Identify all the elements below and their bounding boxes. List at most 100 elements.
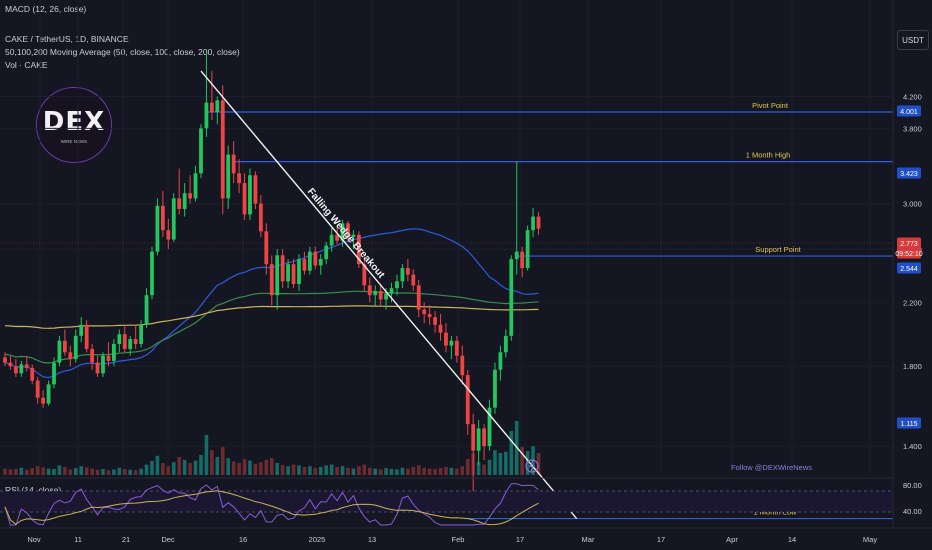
rsi-tick-label: 80.00	[903, 481, 922, 490]
volume-bar	[90, 468, 94, 475]
x-tick-label: Mar	[582, 535, 595, 544]
volume-bar	[101, 469, 105, 475]
volume-bar	[346, 467, 350, 475]
moving-average-label[interactable]: 50,100,200 Moving Average (50, close, 10…	[5, 47, 240, 57]
volume-bar	[318, 467, 323, 475]
price-badge-label: 09:52:10	[895, 251, 922, 258]
currency-button[interactable]: USDT	[897, 30, 929, 50]
x-tick-label: 21	[122, 535, 130, 544]
volume-bar	[411, 467, 416, 475]
rsi-label: RSI (14, close)	[5, 485, 61, 495]
volume-bar	[248, 460, 252, 475]
volume-bar	[536, 453, 541, 475]
x-tick-label: May	[863, 535, 877, 544]
volume-bar	[280, 465, 285, 475]
candle-body	[384, 293, 388, 300]
candle-body	[35, 380, 40, 398]
candle-body	[8, 362, 13, 367]
volume-bar	[460, 466, 465, 475]
candle-body	[444, 332, 448, 346]
candle-body	[275, 255, 280, 296]
candle-body	[367, 285, 372, 296]
volume-bar	[395, 469, 399, 475]
volume-bar	[122, 469, 127, 475]
volume-bar	[329, 464, 334, 475]
volume-bar	[204, 435, 209, 475]
volume-bar	[35, 466, 40, 475]
candle-body	[395, 281, 399, 289]
volume-bar	[422, 467, 426, 475]
volume-bar	[269, 458, 274, 475]
candle-body	[188, 193, 192, 199]
volume-bar	[14, 469, 18, 475]
candle-body	[465, 375, 470, 425]
candle-body	[101, 355, 105, 374]
candle-body	[313, 251, 318, 266]
candle-body	[226, 154, 231, 199]
volume-bar	[504, 451, 508, 475]
volume-bar	[389, 469, 394, 475]
volume-bar	[8, 469, 13, 475]
volume-bar	[112, 469, 116, 475]
volume-bar	[150, 461, 154, 475]
candle-body	[242, 183, 247, 215]
price-badge-label: 2.544	[900, 266, 918, 273]
candle-body	[117, 334, 122, 344]
volume-bar	[297, 465, 301, 475]
candle-body	[41, 397, 46, 404]
candle-body	[476, 428, 481, 451]
candle-body	[411, 274, 416, 286]
volume-bar	[302, 467, 307, 475]
x-tick-label: 17	[657, 535, 665, 544]
y-tick-label: 1.800	[903, 362, 922, 371]
volume-bar	[406, 468, 410, 475]
x-tick-label: 14	[788, 535, 796, 544]
candle-body	[199, 128, 203, 174]
volume-bar	[46, 468, 51, 475]
candle-body	[231, 154, 236, 174]
y-tick-label: 4.200	[903, 93, 922, 102]
candle-body	[106, 355, 111, 361]
volume-bar	[351, 468, 356, 475]
candle-body	[215, 100, 220, 113]
x-tick-label: 17	[516, 535, 524, 544]
volume-bar	[30, 468, 35, 475]
x-tick-label: Apr	[726, 535, 738, 544]
volume-bar	[242, 459, 247, 475]
volume-bar	[275, 463, 279, 475]
macd-label[interactable]: MACD (12, 26, close)	[5, 4, 87, 14]
follow-note: Follow @DEXWireNews	[731, 463, 812, 472]
candle-body	[95, 362, 100, 374]
volume-bar	[291, 464, 296, 475]
level-label-2: Support Point	[755, 245, 801, 254]
level-label-1: 1 Month High	[746, 151, 791, 160]
rsi-band	[0, 491, 893, 512]
candle-body	[531, 216, 535, 231]
candle-body	[422, 309, 427, 315]
candle-body	[307, 251, 312, 271]
volume-label[interactable]: Vol · CAKE	[5, 60, 48, 70]
volume-bar	[182, 459, 187, 475]
rsi-line	[4, 483, 539, 526]
volume-bar	[378, 469, 383, 475]
candle-body	[84, 324, 89, 349]
x-tick-label: 11	[74, 535, 82, 544]
volume-bar	[259, 462, 263, 475]
volume-bar	[487, 459, 492, 475]
volume-bar	[324, 465, 328, 475]
price-badge-label: 1.115	[901, 421, 918, 428]
x-tick-label: Nov	[27, 535, 41, 544]
logo-text: DEX	[42, 107, 106, 137]
volume-bar	[509, 431, 514, 475]
volume-bar	[161, 463, 165, 475]
candle-body	[128, 339, 133, 349]
candle-body	[460, 355, 465, 376]
volume-bar	[237, 463, 241, 475]
candle-body	[258, 203, 263, 232]
candle-body	[139, 324, 143, 344]
candle-body	[302, 259, 307, 271]
y-tick-label: 2.200	[903, 298, 922, 307]
volume-bar	[188, 463, 192, 475]
candle-body	[503, 335, 508, 353]
